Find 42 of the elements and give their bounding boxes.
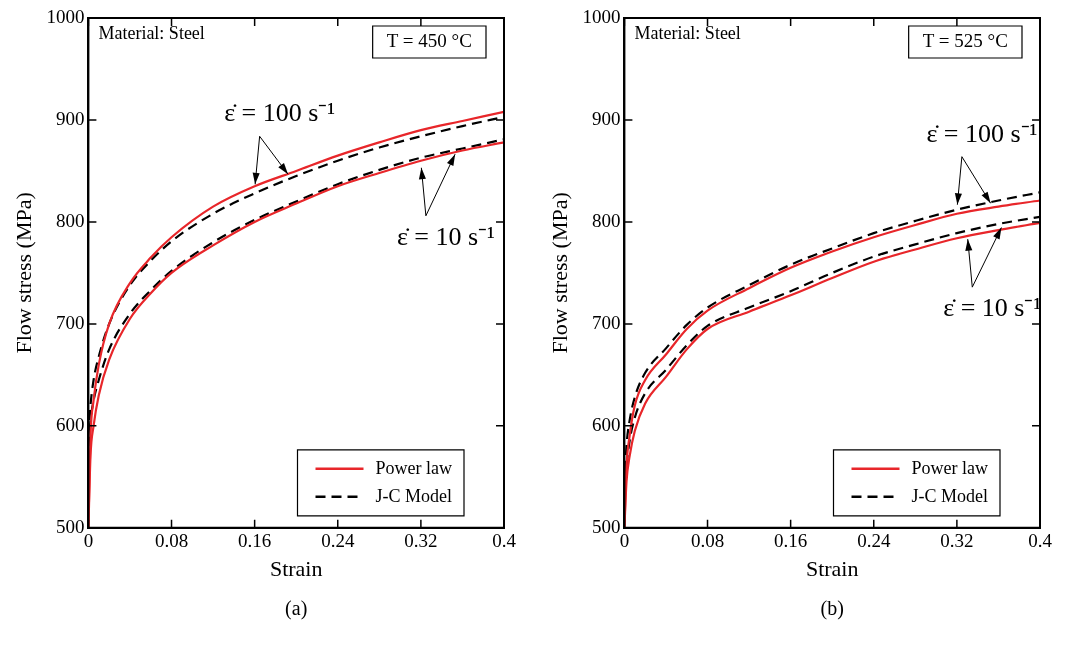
- y-tick-label: 500: [591, 515, 621, 537]
- x-axis-title: Strain: [805, 555, 859, 581]
- x-tick-label: 0.32: [404, 530, 438, 552]
- x-tick-label: 0.08: [154, 530, 189, 552]
- x-tick-label: 0.16: [774, 530, 808, 552]
- y-tick-label: 600: [591, 413, 621, 435]
- x-axis-title: Strain: [269, 555, 323, 581]
- legend-label: J-C Model: [375, 485, 452, 506]
- x-tick-label: 0.08: [690, 530, 725, 552]
- y-tick-label: 800: [591, 209, 621, 231]
- y-tick-label: 700: [55, 311, 85, 333]
- annotation: T = 525 °C: [922, 29, 1008, 51]
- y-tick-label: 700: [591, 311, 621, 333]
- annotation: Material: Steel: [634, 22, 741, 43]
- y-axis-title: Flow stress (MPa): [546, 192, 572, 354]
- x-tick-label: 0.24: [857, 530, 891, 552]
- y-tick-label: 1000: [582, 5, 621, 27]
- x-tick-label: 0.32: [940, 530, 974, 552]
- annotation: ε̇ = 10 s⁻¹: [396, 221, 495, 251]
- legend-label: Power law: [375, 457, 452, 478]
- y-axis-title: Flow stress (MPa): [10, 192, 36, 354]
- x-tick-label: 0.16: [238, 530, 272, 552]
- x-tick-label: 0.24: [321, 530, 355, 552]
- annotation: Material: Steel: [98, 22, 205, 43]
- y-tick-label: 600: [55, 413, 85, 435]
- y-tick-label: 900: [55, 107, 85, 129]
- x-tick-label: 0: [619, 530, 630, 552]
- x-tick-label: 0: [83, 530, 94, 552]
- text: (a): [285, 597, 308, 621]
- x-tick-label: 0.4: [1028, 530, 1053, 552]
- y-tick-label: 900: [591, 107, 621, 129]
- y-tick-label: 800: [55, 209, 85, 231]
- annotation: ε̇ = 10 s⁻¹: [943, 292, 1042, 322]
- annotation: ε̇ = 100 s⁻¹: [224, 98, 336, 128]
- x-tick-label: 0.4: [492, 530, 517, 552]
- text: (b): [820, 597, 844, 621]
- annotation: ε̇ = 100 s⁻¹: [926, 118, 1038, 148]
- y-tick-label: 500: [55, 515, 85, 537]
- annotation: T = 450 °C: [386, 29, 472, 51]
- y-tick-label: 1000: [46, 5, 85, 27]
- legend-label: Power law: [911, 457, 988, 478]
- legend-label: J-C Model: [911, 485, 988, 506]
